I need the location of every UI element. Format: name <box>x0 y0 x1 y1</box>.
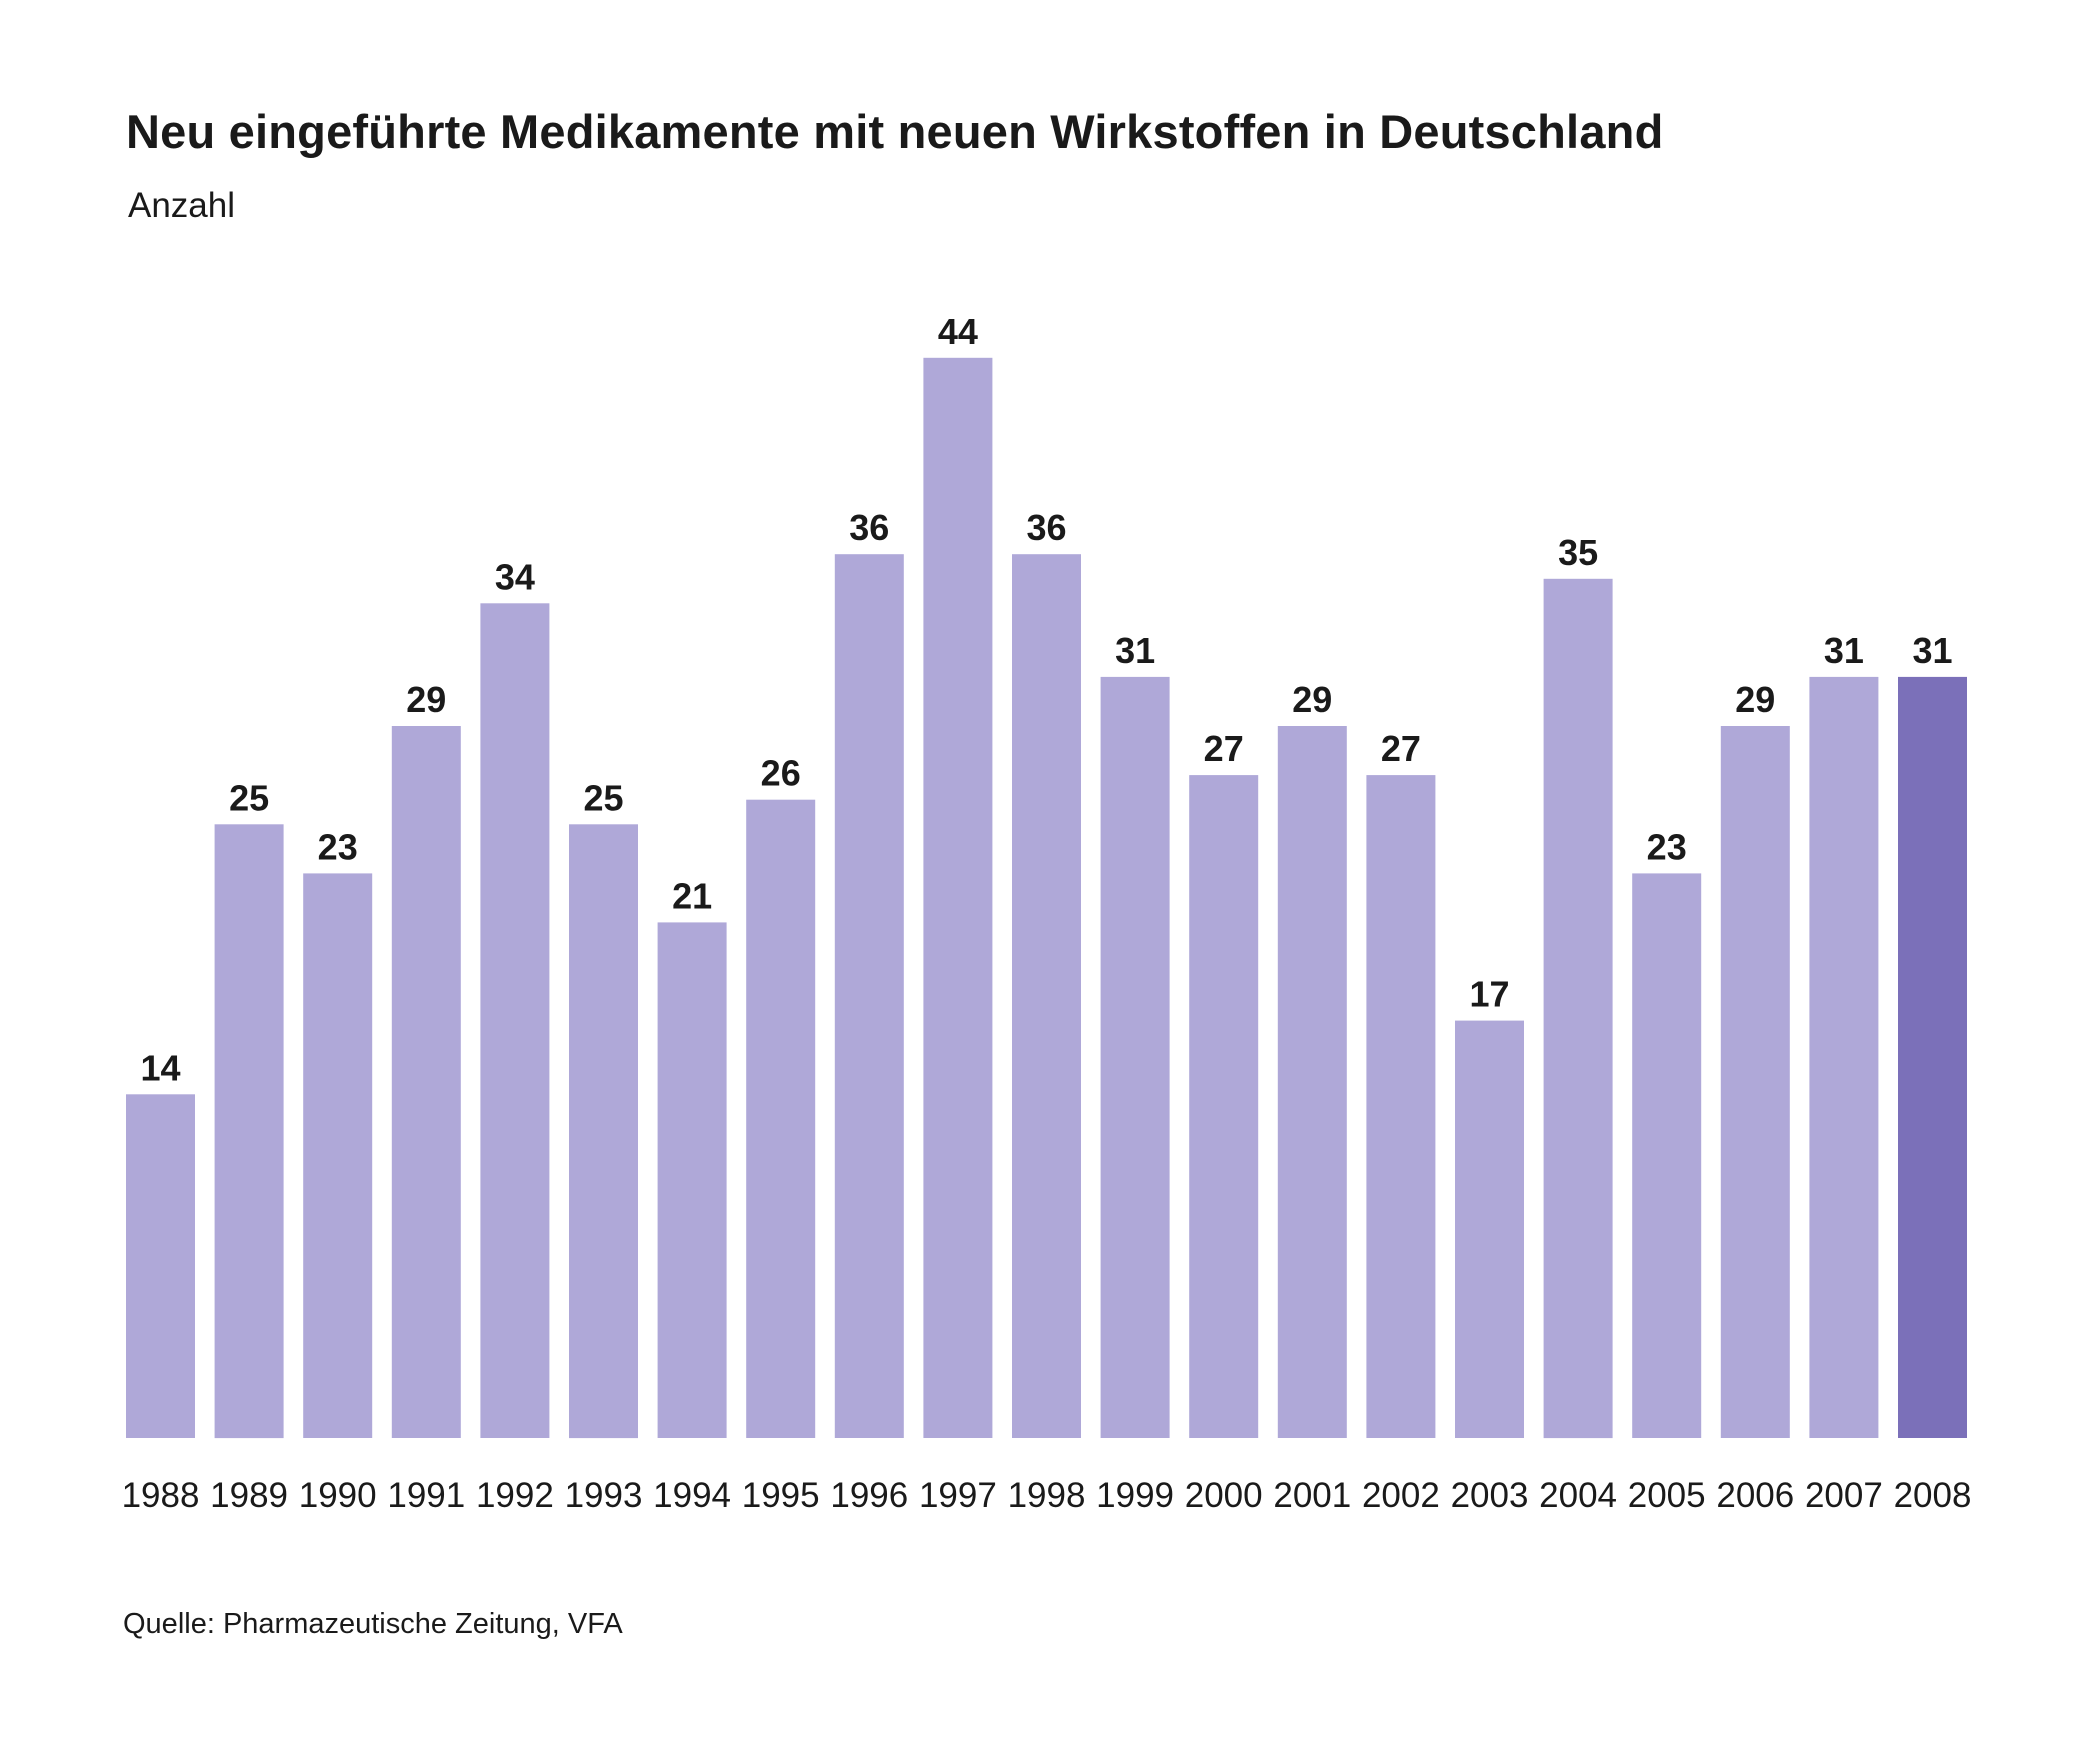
value-label-2003: 17 <box>1469 974 1509 1015</box>
x-tick-label-1997: 1997 <box>919 1476 997 1515</box>
bar-1997 <box>923 357 993 1438</box>
bar-2002 <box>1366 775 1436 1438</box>
x-tick-label-2005: 2005 <box>1628 1476 1706 1515</box>
value-label-1990: 23 <box>318 826 358 867</box>
bar-1999 <box>1100 676 1170 1438</box>
x-tick-label-2000: 2000 <box>1185 1476 1263 1515</box>
bar-1990 <box>303 873 373 1438</box>
bar-2007 <box>1809 676 1879 1438</box>
x-tick-label-1995: 1995 <box>742 1476 820 1515</box>
bar-2001 <box>1277 726 1347 1438</box>
bar-1992 <box>480 603 550 1438</box>
bar-1988 <box>126 1094 195 1438</box>
x-tick-label-1992: 1992 <box>476 1476 554 1515</box>
value-label-2000: 27 <box>1204 728 1244 769</box>
value-label-2004: 35 <box>1558 532 1598 573</box>
value-label-1989: 25 <box>229 777 269 818</box>
x-tick-label-1993: 1993 <box>565 1476 643 1515</box>
value-label-2007: 31 <box>1824 630 1864 671</box>
x-tick-label-1996: 1996 <box>830 1476 908 1515</box>
value-label-1996: 36 <box>849 507 889 548</box>
value-label-2005: 23 <box>1647 826 1687 867</box>
bar-1995 <box>746 799 816 1438</box>
bar-2008 <box>1898 676 1967 1438</box>
bars-group <box>126 357 1967 1439</box>
x-tick-label-2004: 2004 <box>1539 1476 1617 1515</box>
bar-1991 <box>391 726 461 1438</box>
x-tick-label-1990: 1990 <box>299 1476 377 1515</box>
bar-2003 <box>1455 1020 1524 1438</box>
x-tick-label-2003: 2003 <box>1451 1476 1529 1515</box>
bar-1998 <box>1012 554 1081 1438</box>
x-tick-label-2008: 2008 <box>1894 1476 1972 1515</box>
bar-1989 <box>214 824 284 1439</box>
x-axis-tick-labels: 1988 1989 1990 1991 1992 1993 1994 1995 1996 1997… <box>122 1476 1972 1515</box>
chart-title: Neu eingeführte Medikamente mit neuen Wi… <box>126 105 1664 158</box>
bar-2004 <box>1543 578 1613 1439</box>
bar-2005 <box>1632 873 1702 1438</box>
bar-1994 <box>657 922 727 1438</box>
x-tick-label-1991: 1991 <box>387 1476 465 1515</box>
value-label-1999: 31 <box>1115 630 1155 671</box>
x-tick-label-1988: 1988 <box>122 1476 200 1515</box>
value-label-1994: 21 <box>672 875 712 916</box>
chart-subtitle: Anzahl <box>128 186 236 225</box>
x-tick-label-2007: 2007 <box>1805 1476 1883 1515</box>
bar-1993 <box>569 824 638 1439</box>
value-label-2001: 29 <box>1292 679 1332 720</box>
x-tick-label-2001: 2001 <box>1273 1476 1351 1515</box>
value-labels-group: 14 25 23 29 34 25 21 26 36 44 36 31 27 29 27 17 35 23 29 31… <box>140 311 1952 1089</box>
x-tick-label-2002: 2002 <box>1362 1476 1440 1515</box>
value-label-2002: 27 <box>1381 728 1421 769</box>
value-label-1988: 14 <box>140 1047 180 1088</box>
value-label-1993: 25 <box>583 777 623 818</box>
x-tick-label-1994: 1994 <box>653 1476 731 1515</box>
value-label-1991: 29 <box>406 679 446 720</box>
value-label-1995: 26 <box>761 753 801 794</box>
x-tick-label-2006: 2006 <box>1716 1476 1794 1515</box>
bar-2006 <box>1720 726 1790 1438</box>
value-label-2008: 31 <box>1912 630 1952 671</box>
x-tick-label-1999: 1999 <box>1096 1476 1174 1515</box>
value-label-2006: 29 <box>1735 679 1775 720</box>
value-label-1997: 44 <box>938 311 978 352</box>
x-tick-label-1998: 1998 <box>1008 1476 1086 1515</box>
x-tick-label-1989: 1989 <box>210 1476 288 1515</box>
value-label-1992: 34 <box>495 556 535 597</box>
source-note: Quelle: Pharmazeutische Zeitung, VFA <box>123 1608 623 1640</box>
value-label-1998: 36 <box>1026 507 1066 548</box>
bar-2000 <box>1189 775 1259 1438</box>
bar-1996 <box>834 554 904 1438</box>
